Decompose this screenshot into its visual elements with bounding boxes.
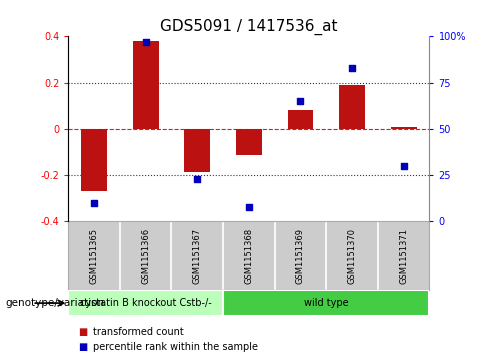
Bar: [339, 85, 365, 129]
Point: [142, 39, 150, 45]
Bar: [68, 290, 223, 316]
Text: GSM1151371: GSM1151371: [399, 228, 408, 284]
Title: GDS5091 / 1417536_at: GDS5091 / 1417536_at: [160, 19, 338, 35]
Text: transformed count: transformed count: [93, 327, 183, 337]
Bar: [133, 41, 159, 129]
Point: [297, 98, 305, 104]
Text: GSM1151369: GSM1151369: [296, 228, 305, 284]
Text: ■: ■: [78, 342, 87, 352]
Bar: [184, 129, 210, 172]
Text: GSM1151367: GSM1151367: [193, 228, 202, 284]
Text: ■: ■: [78, 327, 87, 337]
Bar: [223, 290, 429, 316]
Bar: [236, 129, 262, 155]
Point: [245, 204, 253, 209]
Bar: [391, 127, 417, 129]
Text: percentile rank within the sample: percentile rank within the sample: [93, 342, 258, 352]
Text: wild type: wild type: [304, 298, 348, 308]
Text: GSM1151365: GSM1151365: [90, 228, 99, 284]
Text: GSM1151370: GSM1151370: [347, 228, 357, 284]
Text: GSM1151368: GSM1151368: [244, 228, 253, 284]
Point: [193, 176, 201, 182]
Text: GSM1151366: GSM1151366: [141, 228, 150, 284]
Bar: [81, 129, 107, 191]
Point: [348, 65, 356, 71]
Point: [90, 200, 98, 206]
Text: genotype/variation: genotype/variation: [5, 298, 104, 308]
Text: cystatin B knockout Cstb-/-: cystatin B knockout Cstb-/-: [80, 298, 212, 308]
Bar: [287, 110, 313, 129]
Point: [400, 163, 407, 169]
